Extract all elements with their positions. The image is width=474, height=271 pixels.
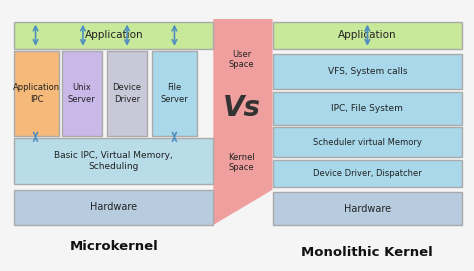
Text: Hardware: Hardware [344, 204, 391, 214]
FancyBboxPatch shape [14, 51, 59, 136]
Text: Unix
Server: Unix Server [68, 83, 96, 104]
FancyBboxPatch shape [14, 22, 213, 49]
Text: Application
IPC: Application IPC [13, 83, 60, 104]
Text: Application: Application [338, 30, 397, 40]
Text: Vs: Vs [223, 94, 261, 122]
Text: Hardware: Hardware [90, 202, 137, 212]
Text: File
Server: File Server [160, 83, 188, 104]
FancyBboxPatch shape [273, 127, 462, 157]
Text: Application: Application [84, 30, 143, 40]
FancyBboxPatch shape [273, 192, 462, 225]
FancyBboxPatch shape [152, 51, 197, 136]
FancyBboxPatch shape [107, 51, 147, 136]
FancyBboxPatch shape [273, 92, 462, 125]
Text: Device Driver, Dispatcher: Device Driver, Dispatcher [313, 169, 422, 178]
Polygon shape [213, 19, 273, 225]
Text: Device
Driver: Device Driver [112, 83, 141, 104]
Text: User
Space: User Space [229, 50, 255, 69]
Text: Kernel
Space: Kernel Space [228, 153, 255, 172]
FancyBboxPatch shape [14, 190, 213, 225]
Text: Monolithic Kernel: Monolithic Kernel [301, 246, 433, 259]
FancyBboxPatch shape [62, 51, 102, 136]
FancyBboxPatch shape [273, 54, 462, 89]
Text: IPC, File System: IPC, File System [331, 104, 403, 113]
FancyBboxPatch shape [273, 160, 462, 187]
Text: Basic IPC, Virtual Memory,
Scheduling: Basic IPC, Virtual Memory, Scheduling [55, 151, 173, 171]
Text: VFS, System calls: VFS, System calls [328, 67, 407, 76]
Text: Scheduler virtual Memory: Scheduler virtual Memory [313, 138, 422, 147]
Text: Microkernel: Microkernel [69, 240, 158, 253]
FancyBboxPatch shape [14, 138, 213, 184]
FancyBboxPatch shape [273, 22, 462, 49]
